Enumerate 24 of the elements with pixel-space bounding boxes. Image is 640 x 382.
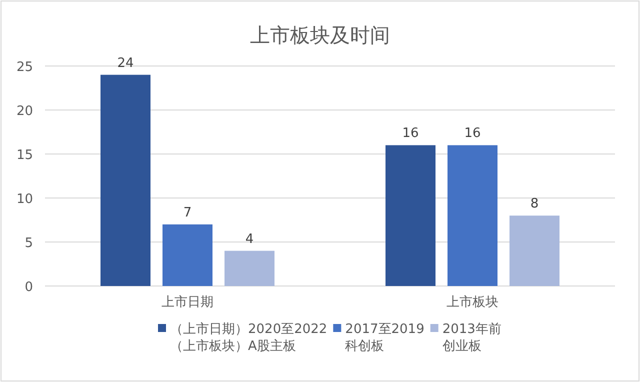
bar [386,145,436,286]
x-tick-label: 上市板块 [446,295,498,310]
legend-label: （上市日期）2020至2022 （上市板块）A股主板 [170,322,328,354]
y-tick-label: 25 [16,60,33,75]
x-tick-label: 上市日期 [162,295,214,310]
y-tick-label: 5 [24,236,33,251]
y-tick-label: 20 [16,104,33,119]
data-label: 16 [464,126,481,142]
data-label: 4 [245,232,254,247]
bar [448,145,498,286]
y-tick-label: 10 [16,192,33,207]
bar [224,250,274,286]
data-label: 16 [402,126,419,142]
data-label: 24 [117,56,134,71]
bar [510,216,560,286]
y-tick-label: 15 [16,148,33,163]
data-label: 8 [530,196,539,212]
chart-title: 上市板块及时间 [250,23,390,47]
legend-label: 2013年前创业板 [442,322,502,354]
y-tick-label: 0 [24,280,33,295]
legend-label: 2017至2019 科创板 [345,322,424,354]
bar [162,224,212,286]
bar [100,74,150,286]
data-label: 7 [183,205,192,220]
